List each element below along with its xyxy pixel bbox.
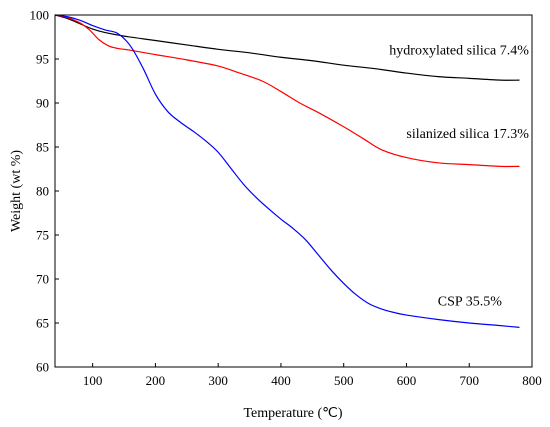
y-tick-label: 95 — [36, 52, 49, 67]
x-tick-label: 600 — [397, 373, 417, 388]
y-tick-label: 80 — [36, 184, 49, 199]
y-tick-label: 75 — [36, 228, 49, 243]
series-line-0 — [54, 14, 520, 81]
x-axis-title: Temperature (℃) — [243, 406, 342, 421]
y-tick-label: 100 — [30, 8, 50, 23]
x-tick-label: 700 — [459, 373, 479, 388]
y-tick-label: 65 — [36, 316, 49, 331]
series-line-1 — [54, 14, 520, 168]
x-tick-label: 400 — [271, 373, 291, 388]
series-line-2 — [54, 14, 520, 328]
tick-layer: 100 200 300 400 500 600 700 800 60 65 70 75 80 85 90 95… — [30, 8, 542, 389]
series-layer — [54, 14, 520, 328]
y-axis-title: Weight (wt %) — [9, 150, 24, 232]
series-annotation: silanized silica 17.3% — [406, 127, 529, 142]
series-annotation: CSP 35.5% — [438, 294, 502, 309]
y-tick-label: 90 — [36, 96, 49, 111]
y-tick-label: 85 — [36, 140, 49, 155]
y-tick-label: 70 — [36, 272, 49, 287]
series-annotation: hydroxylated silica 7.4% — [389, 44, 529, 59]
x-tick-label: 300 — [208, 373, 228, 388]
annotation-layer: hydroxylated silica 7.4% silanized silica… — [389, 44, 529, 310]
y-tick-label: 60 — [36, 360, 49, 375]
x-tick-label: 800 — [522, 373, 542, 388]
x-tick-label: 200 — [146, 373, 166, 388]
plot-frame — [54, 14, 533, 368]
x-tick-label: 500 — [334, 373, 354, 388]
x-tick-label: 100 — [83, 373, 103, 388]
